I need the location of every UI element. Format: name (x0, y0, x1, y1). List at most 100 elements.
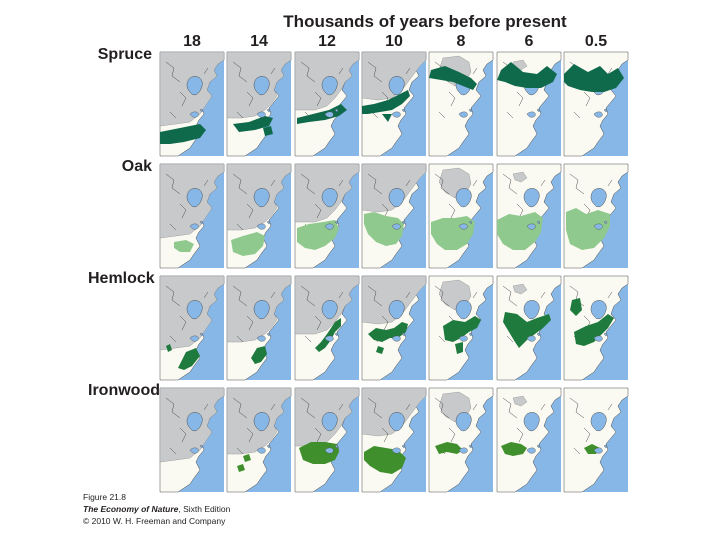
coastline-detail (232, 173, 276, 231)
great-lakes (324, 220, 339, 230)
species-range-spruce (497, 62, 557, 88)
map-panel-oak-14 (226, 163, 292, 269)
map-panel-oak-0-5 (563, 163, 629, 269)
column-label-6: 6 (524, 33, 534, 50)
map-panel-oak-10 (361, 163, 427, 269)
map-panel-ironwood-8 (428, 387, 494, 493)
coastline-detail (434, 397, 478, 455)
row-label-ironwood: Ironwood (88, 382, 160, 399)
hudson-bay (388, 76, 405, 96)
hudson-bay (253, 76, 270, 96)
great-lakes (391, 108, 406, 118)
species-range-oak (174, 240, 194, 252)
hudson-bay (186, 76, 203, 96)
hudson-bay (523, 188, 540, 208)
species-range-ironwood (501, 442, 527, 456)
hudson-bay (590, 412, 607, 432)
hudson-bay (388, 188, 405, 208)
coastline-detail (434, 173, 478, 231)
ice-sheet (361, 275, 427, 325)
species-range-hemlock (503, 312, 551, 348)
map-panel-spruce-14 (226, 51, 292, 157)
coastline-detail (165, 61, 209, 119)
great-lakes (324, 444, 339, 454)
map-panel-hemlock-0-5 (563, 275, 629, 381)
map-panel-ironwood-0-5 (563, 387, 629, 493)
species-range-spruce (233, 116, 273, 136)
coastline-detail (165, 397, 209, 455)
great-lakes (526, 220, 541, 230)
row-label-spruce: Spruce (97, 46, 152, 63)
great-lakes (189, 444, 204, 454)
map-panel-spruce-6 (496, 51, 562, 157)
great-lakes (391, 220, 406, 230)
ice-sheet (361, 163, 427, 213)
great-lakes (189, 332, 204, 342)
species-range-ironwood (237, 454, 251, 472)
species-range-ironwood (435, 442, 463, 454)
great-lakes (189, 108, 204, 118)
hudson-bay (253, 412, 270, 432)
map-panel-spruce-12 (294, 51, 360, 157)
great-lakes (593, 444, 608, 454)
species-range-spruce (160, 124, 206, 144)
coastline-detail (300, 397, 344, 455)
map-panel-spruce-0-5 (563, 51, 629, 157)
great-lakes (391, 332, 406, 342)
great-lakes (458, 444, 473, 454)
coastline-detail (367, 285, 411, 343)
great-lakes (189, 220, 204, 230)
map-panel-oak-8 (428, 163, 494, 269)
hudson-bay (388, 412, 405, 432)
species-range-ironwood (299, 442, 339, 464)
hudson-bay (321, 412, 338, 432)
great-lakes (256, 220, 271, 230)
coastline-detail (502, 397, 546, 455)
map-panel-ironwood-6 (496, 387, 562, 493)
hudson-bay (253, 188, 270, 208)
great-lakes (458, 332, 473, 342)
species-range-hemlock (443, 316, 481, 354)
great-lakes (526, 444, 541, 454)
map-panel-hemlock-18 (159, 275, 225, 381)
column-label-14: 14 (250, 33, 268, 50)
map-panel-hemlock-14 (226, 275, 292, 381)
species-range-spruce (297, 104, 347, 124)
coastline-detail (502, 173, 546, 231)
coastline-detail (232, 397, 276, 455)
ice-sheet (512, 395, 528, 407)
great-lakes (526, 332, 541, 342)
great-lakes (256, 108, 271, 118)
hudson-bay (455, 188, 472, 208)
species-range-spruce (362, 90, 410, 122)
great-lakes (458, 220, 473, 230)
hudson-bay (455, 412, 472, 432)
coastline-detail (569, 173, 613, 231)
great-lakes (593, 220, 608, 230)
hudson-bay (590, 188, 607, 208)
map-panel-ironwood-14 (226, 387, 292, 493)
coastline-detail (569, 397, 613, 455)
hudson-bay (253, 300, 270, 320)
map-panel-hemlock-10 (361, 275, 427, 381)
great-lakes (593, 108, 608, 118)
coastline-detail (367, 397, 411, 455)
coastline-detail (300, 61, 344, 119)
great-lakes (324, 108, 339, 118)
column-label-10: 10 (385, 33, 403, 50)
row-label-oak: Oak (121, 158, 152, 175)
map-panel-spruce-8 (428, 51, 494, 157)
species-range-oak (231, 232, 265, 256)
column-label-18: 18 (183, 33, 201, 50)
land (563, 387, 629, 493)
figure-number: Figure 21.8 (83, 492, 126, 502)
hudson-bay (455, 300, 472, 320)
great-lakes (256, 444, 271, 454)
book-title: The Economy of Nature, Sixth Edition (83, 504, 230, 514)
column-label-12: 12 (318, 33, 336, 50)
book-name: The Economy of Nature (83, 504, 179, 514)
hudson-bay (186, 300, 203, 320)
coastline-detail (165, 285, 209, 343)
species-range-spruce (429, 66, 477, 90)
species-range-hemlock (315, 318, 341, 352)
